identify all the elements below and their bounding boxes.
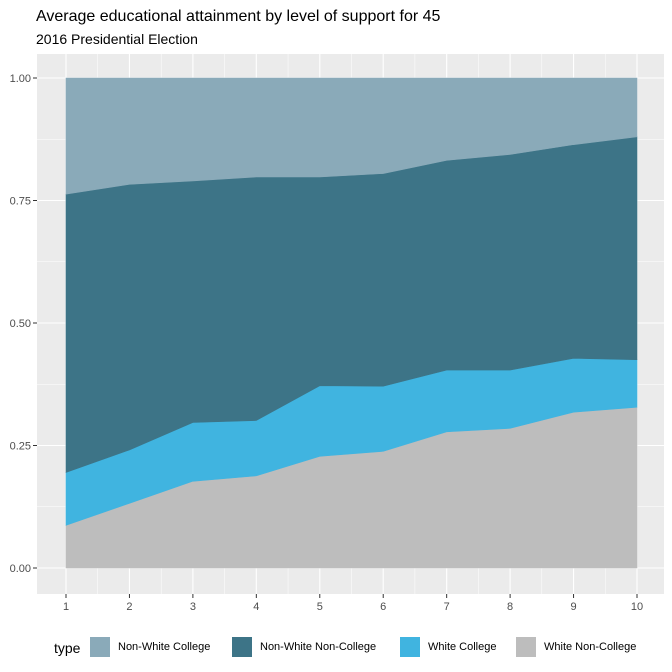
chart-title: Average educational attainment by level …	[36, 8, 441, 25]
y-tick-label: 0.50	[10, 318, 31, 330]
x-tick-label: 7	[444, 601, 450, 613]
legend-key-non-white-non-college	[232, 637, 252, 657]
y-tick-label: 0.75	[10, 196, 31, 208]
legend-key-white-non-college	[516, 637, 536, 657]
legend-item-white-non-college: White Non-College	[516, 636, 636, 658]
area-non-white-college	[65, 77, 638, 195]
legend-label-non-white-non-college: Non-White Non-College	[260, 641, 377, 653]
x-tick-label: 2	[126, 601, 132, 613]
x-tick-label: 10	[631, 601, 643, 613]
legend-item-non-white-non-college: Non-White Non-College	[232, 636, 376, 658]
y-tick-label: 0.00	[10, 563, 31, 575]
legend-item-white-college: White College	[400, 636, 496, 658]
x-tick-label: 1	[63, 601, 69, 613]
x-tick-label: 3	[190, 601, 196, 613]
y-tick-label: 0.25	[10, 441, 31, 453]
chart-subtitle: 2016 Presidential Election	[36, 31, 198, 47]
y-tick-label: 1.00	[10, 73, 31, 85]
legend-label-white-college: White College	[428, 641, 497, 653]
legend-label-white-non-college: White Non-College	[544, 641, 637, 653]
legend-key-non-white-college	[90, 637, 110, 657]
legend-label-non-white-college: Non-White College	[118, 641, 211, 653]
area-layer	[65, 77, 638, 569]
x-tick-label: 8	[507, 601, 513, 613]
x-tick-label: 5	[317, 601, 323, 613]
x-tick-label: 4	[253, 601, 259, 613]
axis-layer: 1 2 3 4 5 6 7 8 9 10 0.00 0.25 0.50 0.75 1.00	[10, 73, 644, 613]
legend: type Non-White College Non-White Non-Col…	[0, 630, 672, 660]
legend-title: type	[54, 640, 81, 656]
x-tick-label: 6	[380, 601, 386, 613]
legend-key-white-college	[400, 637, 420, 657]
x-tick-label: 9	[570, 601, 576, 613]
legend-item-non-white-college: Non-White College	[90, 636, 210, 658]
